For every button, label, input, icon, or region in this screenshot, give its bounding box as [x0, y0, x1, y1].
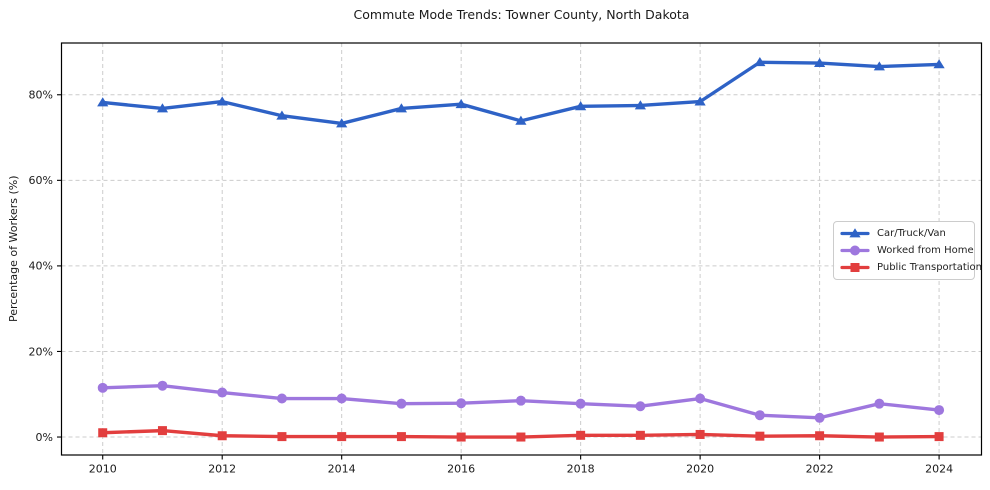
series-worked-from-home: [97, 380, 945, 423]
x-ticks: [102, 455, 940, 460]
legend-circle-marker-icon: [840, 245, 870, 256]
legend-triangle-marker-icon: [840, 228, 870, 238]
svg-text:2010: 2010: [89, 463, 117, 476]
legend-item-worked-from-home: Worked from Home: [840, 243, 974, 259]
series-car-truck-van: [97, 57, 945, 128]
legend-label: Worked from Home: [877, 245, 974, 256]
legend-square-marker-icon: [840, 263, 870, 272]
y-ticks: [57, 94, 62, 438]
svg-text:60%: 60%: [29, 174, 53, 187]
x-tick-labels: 2010 2012 2014 2016 2018 2020 2022 2024: [89, 463, 953, 476]
legend-item-car-truck-van: Car/Truck/Van: [840, 226, 968, 242]
svg-text:2020: 2020: [686, 463, 714, 476]
svg-text:2024: 2024: [925, 463, 953, 476]
legend: Car/Truck/Van Worked from Home Public Tr…: [833, 221, 982, 280]
legend-item-public-transportation: Public Transportation: [840, 260, 982, 276]
svg-text:40%: 40%: [29, 260, 53, 273]
y-tick-labels: 0% 20% 40% 60% 80%: [29, 89, 53, 444]
svg-text:0%: 0%: [36, 431, 53, 444]
svg-text:2012: 2012: [208, 463, 236, 476]
chart-title: Commute Mode Trends: Towner County, Nort…: [353, 7, 690, 22]
svg-text:20%: 20%: [29, 345, 53, 358]
svg-text:2022: 2022: [806, 463, 834, 476]
legend-label: Car/Truck/Van: [877, 228, 946, 239]
svg-text:2018: 2018: [567, 463, 595, 476]
axes-border: [60, 42, 983, 456]
svg-text:80%: 80%: [29, 89, 53, 102]
legend-label: Public Transportation: [877, 262, 982, 273]
svg-text:2014: 2014: [328, 463, 356, 476]
series-public-transportation: [98, 426, 944, 442]
svg-text:2016: 2016: [447, 463, 475, 476]
